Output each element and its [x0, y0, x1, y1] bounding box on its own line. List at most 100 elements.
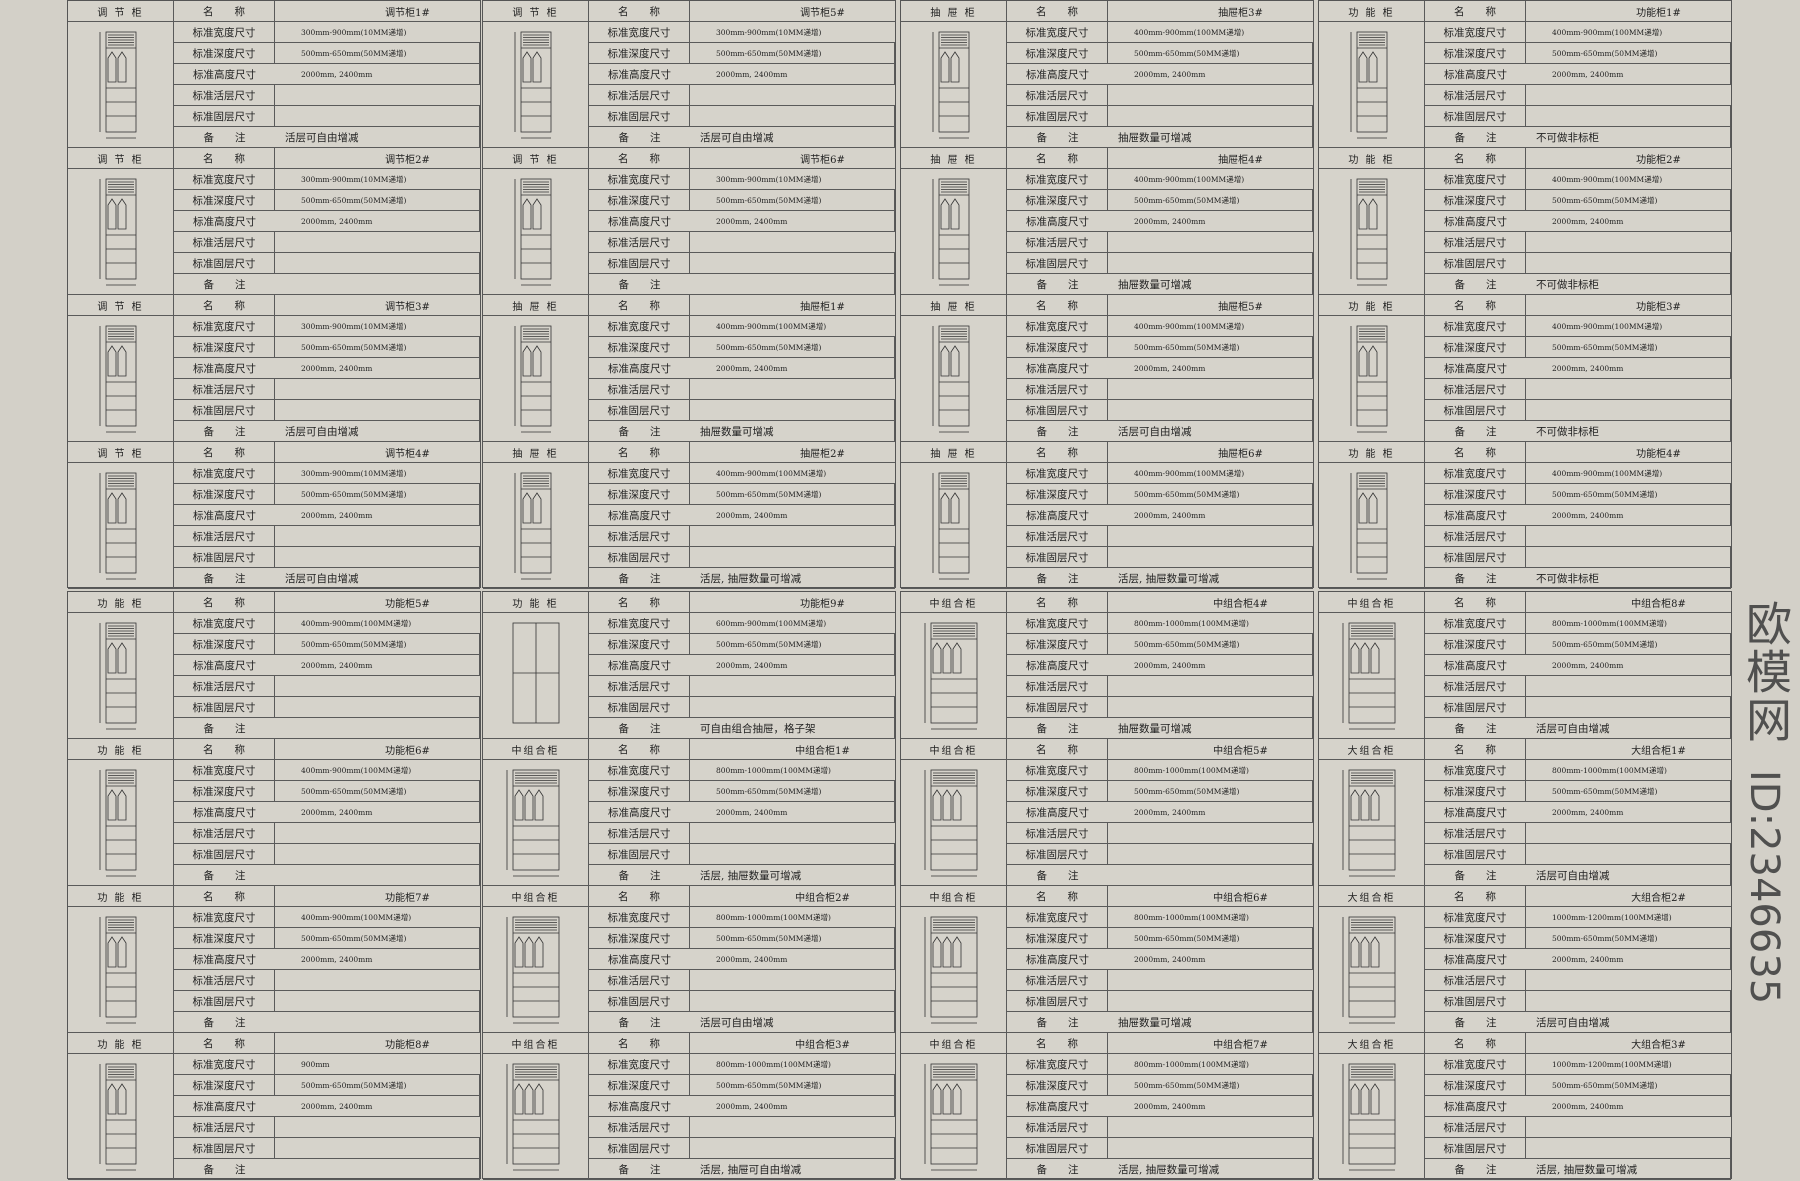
note-label: 备 注 [1007, 274, 1108, 295]
spec-label-width: 标准宽度尺寸 [174, 760, 275, 781]
note-value: 活层可自由增减 [1526, 718, 1731, 739]
cabinet-drawing-icon [1319, 907, 1425, 1033]
spec-label-fixed: 标准固层尺寸 [1425, 697, 1526, 718]
spec-value-width: 400mm-900mm(100MM递增) [1108, 22, 1313, 43]
spec-label-movable: 标准活层尺寸 [589, 970, 690, 991]
spec-label-width: 标准宽度尺寸 [589, 169, 690, 190]
cabinet-name: 功能柜1# [1526, 1, 1731, 22]
spec-label-width: 标准宽度尺寸 [174, 169, 275, 190]
spec-value-height: 2000mm, 2400mm [690, 802, 895, 823]
cabinet-name: 大组合柜2# [1526, 886, 1731, 907]
spec-label-height: 标准高度尺寸 [589, 1096, 690, 1117]
note-label: 备 注 [1007, 718, 1108, 739]
cabinet-spec-card: 中组合柜名 称中组合柜4# 标准宽度尺寸 800mm-1000mm(100MM递增)… [901, 592, 1313, 739]
spec-label-movable: 标准活层尺寸 [1425, 676, 1526, 697]
spec-label-height: 标准高度尺寸 [1425, 655, 1526, 676]
spec-label-height: 标准高度尺寸 [1425, 505, 1526, 526]
spec-label-depth: 标准深度尺寸 [1007, 337, 1108, 358]
spec-label-movable: 标准活层尺寸 [1425, 1117, 1526, 1138]
cabinet-name: 大组合柜1# [1526, 739, 1731, 760]
spec-label-width: 标准宽度尺寸 [1007, 316, 1108, 337]
cabinet-name: 中组合柜6# [1108, 886, 1313, 907]
spec-value-width: 400mm-900mm(100MM递增) [1526, 22, 1731, 43]
spec-value-movable [275, 526, 480, 547]
spec-value-height: 2000mm, 2400mm [1108, 211, 1313, 232]
cabinet-name: 功能柜7# [275, 886, 480, 907]
spec-value-width: 1000mm-1200mm(100MM递增) [1526, 907, 1731, 928]
spec-label-depth: 标准深度尺寸 [1007, 634, 1108, 655]
cabinet-spec-card: 功 能 柜名 称功能柜2# 标准宽度尺寸 400mm-900mm(100MM递增) 标… [1319, 148, 1731, 295]
note-label: 备 注 [174, 1159, 275, 1180]
cabinet-spec-card: 调 节 柜名 称调节柜2# 标准宽度尺寸 300mm-900mm(10MM递增) 标准… [68, 148, 480, 295]
spec-label-depth: 标准深度尺寸 [174, 190, 275, 211]
spec-label-movable: 标准活层尺寸 [1007, 526, 1108, 547]
name-label: 名 称 [174, 1, 275, 22]
spec-value-height: 2000mm, 2400mm [690, 1096, 895, 1117]
cabinet-drawing-icon [1319, 613, 1425, 739]
spec-label-width: 标准宽度尺寸 [589, 463, 690, 484]
cabinet-spec-card: 中组合柜名 称中组合柜3# 标准宽度尺寸 800mm-1000mm(100MM递增)… [483, 1033, 895, 1180]
spec-label-depth: 标准深度尺寸 [1425, 190, 1526, 211]
spec-value-depth: 500mm-650mm(50MM递增) [1108, 337, 1313, 358]
cabinet-drawing-icon [901, 169, 1007, 295]
spec-label-depth: 标准深度尺寸 [589, 928, 690, 949]
spec-label-width: 标准宽度尺寸 [1425, 613, 1526, 634]
cabinet-name: 抽屉柜1# [690, 295, 895, 316]
spec-label-fixed: 标准固层尺寸 [1007, 1138, 1108, 1159]
cabinet-drawing-icon [901, 463, 1007, 589]
spec-label-height: 标准高度尺寸 [1007, 211, 1108, 232]
note-value [275, 718, 480, 739]
name-label: 名 称 [174, 886, 275, 907]
spec-value-height: 2000mm, 2400mm [1526, 949, 1731, 970]
cabinet-spec-card: 功 能 柜名 称功能柜1# 标准宽度尺寸 400mm-900mm(100MM递增) 标… [1319, 1, 1731, 148]
spec-value-width: 400mm-900mm(100MM递增) [1526, 169, 1731, 190]
spec-label-width: 标准宽度尺寸 [174, 907, 275, 928]
spec-label-fixed: 标准固层尺寸 [589, 253, 690, 274]
spec-value-movable [1108, 232, 1313, 253]
spec-value-depth: 500mm-650mm(50MM递增) [1526, 928, 1731, 949]
spec-label-depth: 标准深度尺寸 [174, 928, 275, 949]
note-value: 活层可自由增减 [690, 127, 895, 148]
spec-value-movable [690, 676, 895, 697]
spec-label-depth: 标准深度尺寸 [174, 1075, 275, 1096]
cabinet-name: 中组合柜1# [690, 739, 895, 760]
spec-label-height: 标准高度尺寸 [1425, 358, 1526, 379]
spec-label-width: 标准宽度尺寸 [174, 463, 275, 484]
spec-label-depth: 标准深度尺寸 [174, 781, 275, 802]
cabinet-drawing-icon [1319, 22, 1425, 148]
spec-value-fixed [275, 844, 480, 865]
spec-value-movable [1108, 823, 1313, 844]
name-label: 名 称 [1425, 1033, 1526, 1054]
spec-label-width: 标准宽度尺寸 [1425, 760, 1526, 781]
spec-panel: 功 能 柜名 称功能柜1# 标准宽度尺寸 400mm-900mm(100MM递增) 标… [1318, 0, 1732, 589]
spec-label-depth: 标准深度尺寸 [1007, 43, 1108, 64]
spec-value-movable [1526, 823, 1731, 844]
name-label: 名 称 [1007, 295, 1108, 316]
name-label: 名 称 [1425, 1, 1526, 22]
spec-value-depth: 500mm-650mm(50MM递增) [275, 634, 480, 655]
spec-label-depth: 标准深度尺寸 [174, 43, 275, 64]
cabinet-spec-card: 中组合柜名 称中组合柜6# 标准宽度尺寸 800mm-1000mm(100MM递增)… [901, 886, 1313, 1033]
spec-value-fixed [1526, 106, 1731, 127]
cabinet-spec-card: 抽 屉 柜名 称抽屉柜4# 标准宽度尺寸 400mm-900mm(100MM递增) 标… [901, 148, 1313, 295]
spec-value-fixed [275, 106, 480, 127]
spec-value-depth: 500mm-650mm(50MM递增) [1526, 43, 1731, 64]
cabinet-name: 功能柜9# [690, 592, 895, 613]
spec-label-movable: 标准活层尺寸 [589, 1117, 690, 1138]
spec-label-height: 标准高度尺寸 [174, 358, 275, 379]
note-label: 备 注 [1007, 127, 1108, 148]
spec-value-fixed [1526, 697, 1731, 718]
spec-value-movable [1108, 1117, 1313, 1138]
note-label: 备 注 [589, 274, 690, 295]
cabinet-type: 调 节 柜 [483, 148, 589, 169]
spec-label-width: 标准宽度尺寸 [174, 22, 275, 43]
spec-label-width: 标准宽度尺寸 [589, 907, 690, 928]
note-value: 可自由组合抽屉，格子架 [690, 718, 895, 739]
cabinet-type: 功 能 柜 [68, 739, 174, 760]
spec-value-movable [690, 823, 895, 844]
spec-value-movable [1108, 379, 1313, 400]
spec-value-depth: 500mm-650mm(50MM递增) [690, 634, 895, 655]
cabinet-spec-card: 抽 屉 柜名 称抽屉柜2# 标准宽度尺寸 400mm-900mm(100MM递增) 标… [483, 442, 895, 589]
spec-value-fixed [1526, 547, 1731, 568]
name-label: 名 称 [589, 148, 690, 169]
